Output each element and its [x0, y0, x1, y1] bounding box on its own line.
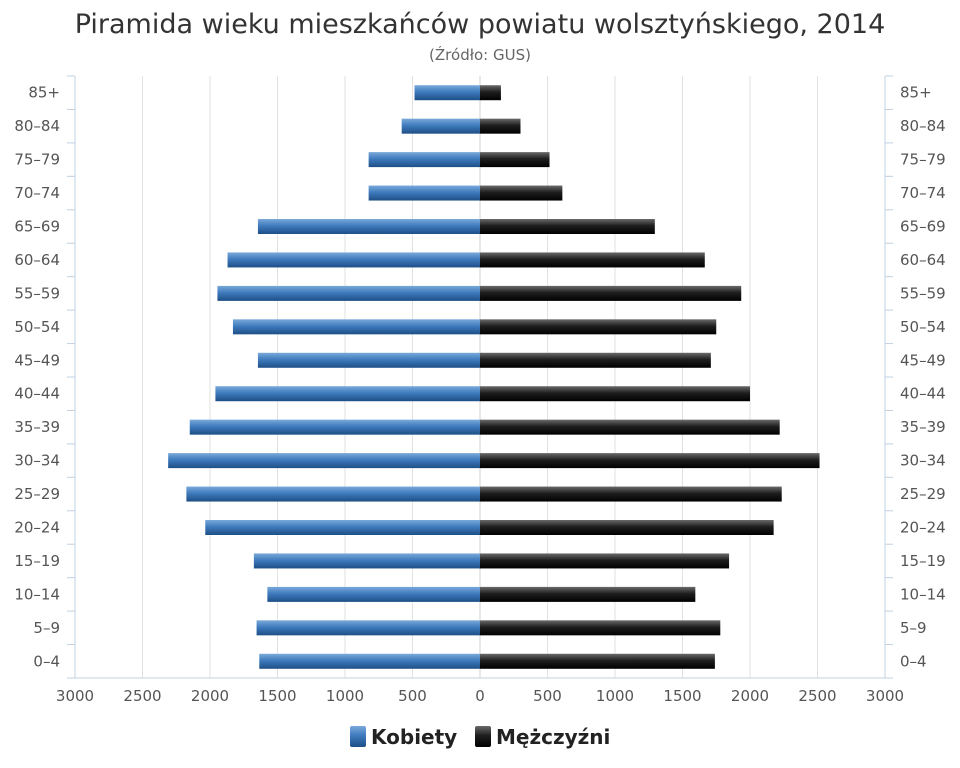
legend-swatch-kobiety [350, 726, 366, 747]
x-tick-label: 1500 [663, 687, 701, 705]
y-tick-label-left: 15–19 [14, 552, 60, 570]
bar-mezczyzni [480, 219, 655, 234]
y-tick-label-right: 0–4 [900, 652, 927, 670]
y-tick-label-right: 60–64 [900, 251, 946, 269]
y-tick-label-left: 70–74 [14, 184, 60, 202]
bar-kobiety [256, 620, 480, 636]
y-tick-label-right: 80–84 [900, 117, 946, 135]
y-tick-label-right: 25–29 [900, 485, 946, 503]
bar-mezczyzni [480, 252, 705, 268]
bar-kobiety [368, 185, 480, 201]
bar-kobiety [205, 520, 480, 535]
legend: Kobiety Mężczyźni [350, 725, 610, 749]
bar-kobiety [259, 653, 480, 669]
y-tick-label-right: 85+ [900, 84, 932, 102]
bar-kobiety [232, 319, 480, 335]
legend-swatch-mezczyzni [475, 726, 491, 747]
y-tick-label-left: 35–39 [14, 418, 60, 436]
y-tick-label-left: 25–29 [14, 485, 60, 503]
x-tick-label: 500 [533, 687, 562, 705]
y-tick-label-right: 5–9 [900, 619, 927, 637]
y-tick-label-left: 65–69 [14, 218, 60, 236]
legend-label-kobiety: Kobiety [371, 725, 457, 749]
y-tick-label-right: 50–54 [900, 318, 946, 336]
y-tick-label-left: 30–34 [14, 452, 60, 470]
y-tick-label-left: 50–54 [14, 318, 60, 336]
y-tick-label-left: 75–79 [14, 151, 60, 169]
bar-kobiety [215, 386, 480, 402]
y-tick-label-left: 10–14 [14, 585, 60, 603]
x-tick-label: 2000 [191, 687, 229, 705]
y-tick-label-right: 30–34 [900, 452, 946, 470]
plot-area: 3000 2500 2000 1500 1000 500 0 500 1000 1500 2000 2… [14, 75, 946, 705]
y-tick-label-left: 20–24 [14, 519, 60, 537]
chart-subtitle: (Źródło: GUS) [429, 45, 531, 64]
y-tick-label-left: 5–9 [33, 619, 60, 637]
bar-mezczyzni [480, 553, 730, 569]
bar-kobiety [257, 352, 480, 368]
x-tick-label: 2000 [731, 687, 769, 705]
bar-mezczyzni [480, 352, 711, 368]
y-tick-label-right: 10–14 [900, 585, 946, 603]
y-tick-label-right: 75–79 [900, 151, 946, 169]
bar-mezczyzni [480, 285, 742, 301]
x-tick-label: 1500 [258, 687, 296, 705]
y-tick-label-right: 20–24 [900, 519, 946, 537]
y-tick-label-right: 65–69 [900, 218, 946, 236]
bar-mezczyzni [480, 85, 501, 101]
bar-kobiety [267, 586, 480, 602]
bar-kobiety [189, 419, 480, 435]
bar-mezczyzni [480, 620, 721, 636]
bar-mezczyzni [480, 453, 820, 469]
x-tick-label: 2500 [798, 687, 836, 705]
bar-kobiety [414, 85, 480, 101]
bar-mezczyzni [480, 386, 750, 402]
bar-mezczyzni [480, 486, 782, 502]
x-tick-label: 1000 [326, 687, 364, 705]
bar-mezczyzni [480, 586, 696, 602]
x-tick-label: 0 [475, 687, 485, 705]
legend-label-mezczyzni: Mężczyźni [496, 725, 610, 749]
bar-kobiety [186, 486, 480, 502]
y-tick-label-right: 15–19 [900, 552, 946, 570]
x-tick-label: 1000 [596, 687, 634, 705]
y-tick-label-left: 85+ [28, 84, 60, 102]
bar-mezczyzni [480, 185, 563, 201]
x-tick-label: 3000 [866, 687, 904, 705]
bar-kobiety [368, 152, 480, 168]
bar-kobiety [253, 553, 480, 569]
y-tick-label-left: 55–59 [14, 284, 60, 302]
bar-mezczyzni [480, 419, 780, 435]
bar-kobiety [257, 219, 480, 234]
bar-mezczyzni [480, 152, 550, 168]
bar-kobiety [217, 285, 481, 301]
y-tick-label-left: 60–64 [14, 251, 60, 269]
chart-title: Piramida wieku mieszkańców powiatu wolsz… [75, 9, 886, 40]
y-tick-label-left: 45–49 [14, 351, 60, 369]
y-tick-label-right: 55–59 [900, 284, 946, 302]
bar-kobiety [227, 252, 480, 268]
y-tick-label-left: 80–84 [14, 117, 60, 135]
bar-mezczyzni [480, 520, 774, 535]
y-tick-label-left: 40–44 [14, 385, 60, 403]
x-tick-label: 500 [398, 687, 427, 705]
y-tick-label-right: 45–49 [900, 351, 946, 369]
y-tick-label-right: 35–39 [900, 418, 946, 436]
bar-mezczyzni [480, 653, 715, 669]
bar-mezczyzni [480, 319, 717, 335]
bar-kobiety [168, 453, 480, 469]
x-tick-label: 2500 [123, 687, 161, 705]
y-tick-label-right: 40–44 [900, 385, 946, 403]
x-tick-label: 3000 [56, 687, 94, 705]
bar-kobiety [401, 118, 480, 134]
y-tick-label-right: 70–74 [900, 184, 946, 202]
y-tick-label-left: 0–4 [33, 652, 60, 670]
bar-mezczyzni [480, 118, 521, 134]
